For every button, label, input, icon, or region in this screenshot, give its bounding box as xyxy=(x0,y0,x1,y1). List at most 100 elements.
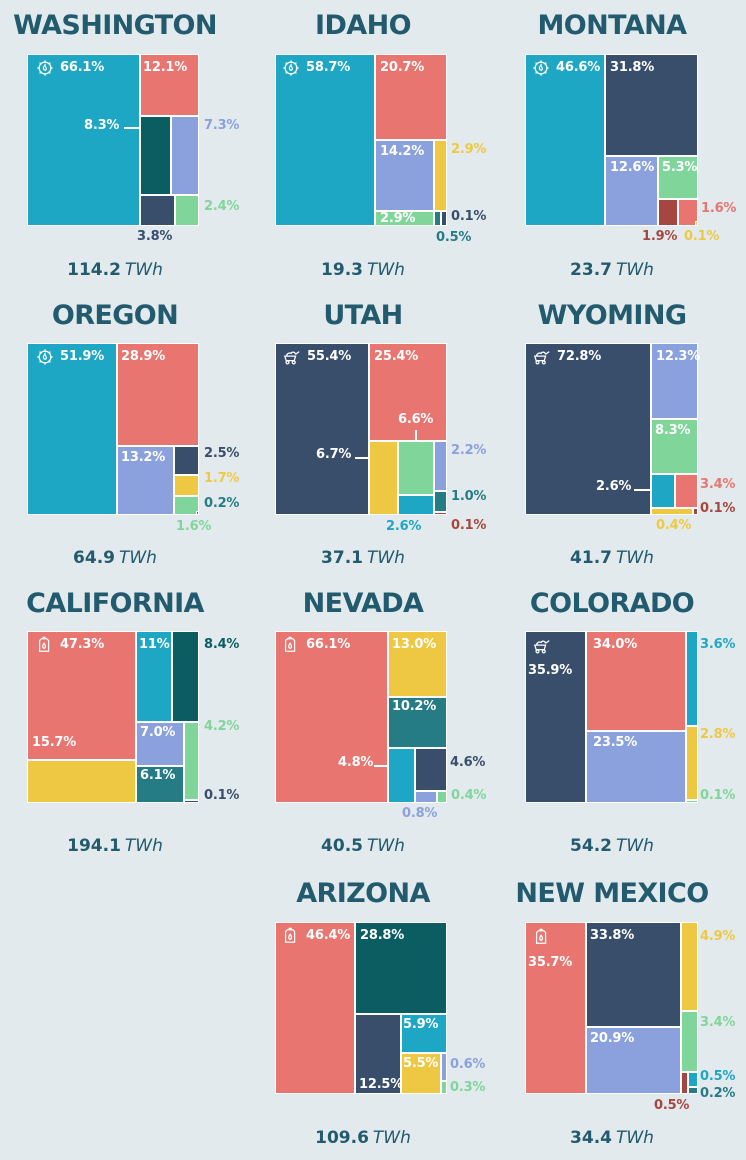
oregon-gas-cell xyxy=(117,343,199,446)
wyoming-wind-cell xyxy=(651,343,698,419)
montana-wind-cell xyxy=(605,156,658,226)
colorado-title: COLORADO xyxy=(529,588,695,619)
new-mexico-wind-cell xyxy=(586,1027,681,1094)
arizona-gas-label: 46.4% xyxy=(306,928,351,943)
california-coal-cell xyxy=(184,800,199,803)
california-coal-label: 0.1% xyxy=(204,788,240,803)
nevada-gas-cell xyxy=(275,631,388,803)
colorado-wind-cell xyxy=(586,731,686,803)
montana-solar-label: 0.1% xyxy=(684,229,720,244)
nevada-solar-cell xyxy=(388,631,447,697)
colorado-hydro-label: 3.6% xyxy=(700,637,736,652)
colorado-total-value: 54.2 xyxy=(570,836,612,856)
oregon-wind-label: 13.2% xyxy=(121,450,166,465)
montana-coal-cell xyxy=(605,54,698,156)
washington-nuclear-label: 8.3% xyxy=(84,118,120,133)
new-mexico-geothermal-label: 0.2% xyxy=(700,1086,736,1101)
colorado-total: 54.2 TWh xyxy=(492,836,732,856)
arizona-hydro-cell xyxy=(401,1014,447,1053)
idaho-coal-label: 0.1% xyxy=(451,209,487,224)
montana-total: 23.7 TWh xyxy=(492,260,732,280)
new-mexico-gas-label: 35.7% xyxy=(528,955,573,970)
idaho-solar-cell xyxy=(434,140,447,211)
nevada-total: 40.5 TWh xyxy=(243,836,483,856)
washington-coal-cell xyxy=(140,195,175,226)
oregon-wind-cell xyxy=(117,446,174,515)
california-other_green-label: 4.2% xyxy=(204,719,240,734)
oregon-other_green-label: 1.6% xyxy=(176,519,212,534)
montana-oil-cell xyxy=(658,199,678,226)
utah-total-value: 37.1 xyxy=(321,548,363,568)
arizona-total: 109.6 TWh xyxy=(243,1128,483,1148)
wyoming-solar-label: 0.4% xyxy=(656,518,692,533)
oregon-hydro-label: 51.9% xyxy=(60,349,105,364)
washington-nuclear-leader-line xyxy=(124,127,140,129)
arizona-total-unit: TWh xyxy=(372,1128,411,1148)
gas-icon xyxy=(284,636,296,652)
washington-wind-cell xyxy=(171,116,199,195)
washington-hydro-label: 66.1% xyxy=(60,60,105,75)
hydro-icon xyxy=(283,60,299,76)
oregon-total-unit: TWh xyxy=(118,548,157,568)
new-mexico-gas-cell xyxy=(525,922,586,1094)
gas-icon xyxy=(38,636,50,652)
utah-coal-label: 55.4% xyxy=(307,349,352,364)
nevada-title: NEVADA xyxy=(302,588,424,619)
montana-hydro-label: 46.6% xyxy=(556,60,601,75)
oregon-solar-cell xyxy=(174,475,199,496)
montana-gas-cell xyxy=(678,199,698,226)
arizona-wind-label: 0.6% xyxy=(450,1057,486,1072)
montana-total-value: 23.7 xyxy=(570,260,612,280)
washington-wind-label: 7.3% xyxy=(204,118,240,133)
california-other_green-cell xyxy=(184,722,199,800)
coal-icon xyxy=(533,640,550,654)
wyoming-title: WYOMING xyxy=(537,300,687,331)
montana-gas-label: 1.6% xyxy=(701,201,737,216)
montana-hydro-cell xyxy=(525,54,605,226)
arizona-coal-label: 12.5% xyxy=(359,1077,404,1092)
wyoming-solar-cell xyxy=(651,508,693,515)
nevada-gas-label: 66.1% xyxy=(306,637,351,652)
wyoming-wind-label: 12.3% xyxy=(656,349,701,364)
gas-icon xyxy=(284,927,296,943)
wyoming-gas-label: 3.4% xyxy=(700,477,736,492)
nevada-solar-label: 13.0% xyxy=(392,637,437,652)
wyoming-oil-label: 0.1% xyxy=(700,501,736,516)
idaho-gas-cell xyxy=(375,54,447,140)
wyoming-hydro-cell xyxy=(651,474,675,508)
new-mexico-total: 34.4 TWh xyxy=(492,1128,732,1148)
utah-solar-cell xyxy=(369,441,398,515)
montana-title: MONTANA xyxy=(537,10,688,41)
nevada-coal-cell xyxy=(415,748,447,791)
california-total-unit: TWh xyxy=(124,836,163,856)
new-mexico-title: NEW MEXICO xyxy=(515,878,709,909)
utah-other_green-leader-line xyxy=(415,430,417,441)
new-mexico-solar-cell xyxy=(681,922,698,1011)
new-mexico-total-unit: TWh xyxy=(615,1128,654,1148)
arizona-coal-cell xyxy=(355,1014,401,1094)
nevada-coal-label: 4.6% xyxy=(450,755,486,770)
idaho-hydro-cell xyxy=(275,54,375,226)
idaho-coal-cell xyxy=(441,211,447,226)
colorado-total-unit: TWh xyxy=(615,836,654,856)
coal-icon xyxy=(533,351,550,365)
utah-oil-cell xyxy=(434,512,447,515)
idaho-geothermal-cell xyxy=(434,211,441,226)
oregon-coal-label: 2.5% xyxy=(204,446,240,461)
washington-total-value: 114.2 xyxy=(67,260,121,280)
utah-other_green-label: 6.6% xyxy=(398,412,434,427)
wyoming-oil-cell xyxy=(693,508,698,515)
new-mexico-oil-cell xyxy=(681,1072,688,1094)
wyoming-coal-cell xyxy=(525,343,651,515)
idaho-wind-cell xyxy=(375,140,434,211)
utah-other_green-cell xyxy=(398,441,434,495)
california-hydro-label: 11% xyxy=(139,637,170,652)
new-mexico-oil-label: 0.5% xyxy=(654,1098,690,1113)
nevada-other_green-cell xyxy=(437,791,447,803)
washington-coal-label: 3.8% xyxy=(137,229,173,244)
colorado-solar-label: 2.8% xyxy=(700,727,736,742)
arizona-solar-label: 5.5% xyxy=(403,1056,439,1071)
coal-icon xyxy=(283,351,300,365)
montana-other_green-label: 5.3% xyxy=(662,160,698,175)
montana-coal-label: 31.8% xyxy=(610,60,655,75)
